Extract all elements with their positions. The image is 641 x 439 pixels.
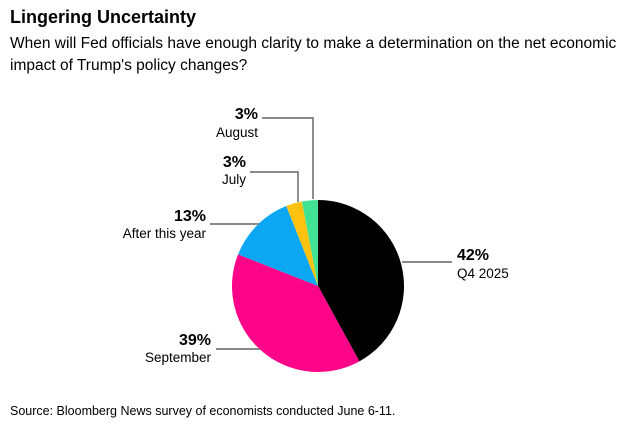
pie-slice-july: [286, 201, 318, 286]
leader-line-august: [262, 117, 314, 199]
pie-slice-q4-2025: [318, 200, 404, 362]
chart-subtitle: When will Fed officials have enough clar…: [10, 35, 617, 74]
leader-line-july: [250, 171, 299, 202]
chart-title: Lingering Uncertainty: [10, 7, 197, 27]
slice-percent-label-august: 3%: [235, 106, 258, 123]
slice-category-label-after-this-year: After this year: [123, 226, 207, 241]
pie-slice-august: [301, 200, 318, 286]
pie-slice-after-this-year: [238, 206, 318, 286]
slice-percent-label-q4-2025: 42%: [457, 247, 489, 264]
slice-category-label-q4-2025: Q4 2025: [457, 266, 509, 281]
slice-percent-label-after-this-year: 13%: [174, 208, 206, 225]
slice-percent-label-july: 3%: [223, 154, 246, 171]
slice-category-label-september: September: [145, 350, 212, 365]
slice-category-label-august: August: [216, 125, 258, 140]
pie-slice-september: [232, 254, 360, 372]
slice-percent-label-september: 39%: [179, 332, 211, 349]
slice-category-label-july: July: [222, 172, 246, 187]
source-note: Source: Bloomberg News survey of economi…: [10, 404, 396, 418]
